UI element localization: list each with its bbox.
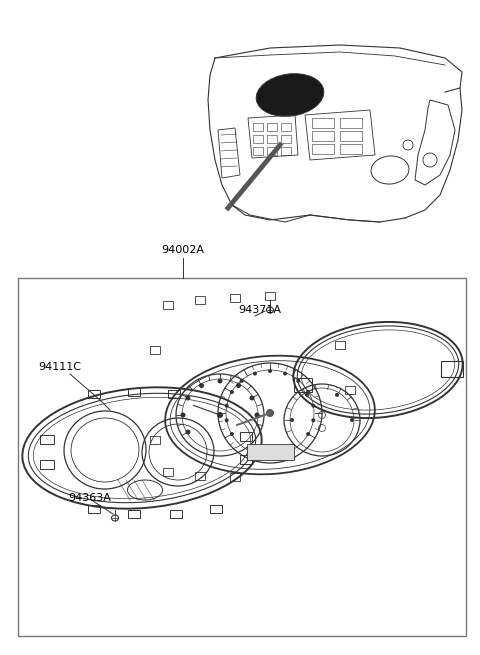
Bar bbox=[312, 131, 334, 141]
Bar bbox=[253, 123, 263, 131]
Circle shape bbox=[306, 432, 310, 436]
Text: 94363A: 94363A bbox=[68, 493, 111, 503]
Circle shape bbox=[268, 369, 272, 373]
Circle shape bbox=[250, 396, 254, 400]
Bar bbox=[195, 472, 205, 480]
Bar bbox=[267, 147, 277, 155]
Ellipse shape bbox=[256, 73, 324, 117]
Bar bbox=[340, 144, 362, 154]
Bar bbox=[230, 294, 240, 302]
Circle shape bbox=[312, 403, 315, 407]
Circle shape bbox=[266, 409, 274, 417]
Bar bbox=[345, 386, 355, 394]
Bar bbox=[312, 118, 334, 128]
Circle shape bbox=[335, 393, 339, 397]
Text: 94371A: 94371A bbox=[238, 305, 281, 315]
Bar bbox=[240, 432, 252, 441]
Circle shape bbox=[305, 393, 309, 397]
Bar bbox=[335, 341, 345, 349]
Circle shape bbox=[350, 418, 354, 422]
Circle shape bbox=[296, 379, 300, 383]
Circle shape bbox=[312, 419, 315, 422]
Bar bbox=[253, 147, 263, 155]
Circle shape bbox=[225, 419, 228, 422]
Bar bbox=[267, 135, 277, 143]
Bar bbox=[88, 505, 100, 513]
Circle shape bbox=[180, 413, 185, 417]
Bar bbox=[168, 390, 180, 398]
Bar bbox=[340, 118, 362, 128]
FancyBboxPatch shape bbox=[247, 444, 294, 460]
Circle shape bbox=[236, 383, 241, 388]
Bar bbox=[88, 390, 100, 398]
Circle shape bbox=[253, 371, 257, 375]
Bar bbox=[195, 296, 205, 304]
Bar bbox=[281, 147, 291, 155]
Circle shape bbox=[283, 371, 287, 375]
Circle shape bbox=[230, 432, 234, 436]
Bar bbox=[340, 131, 362, 141]
Bar bbox=[281, 135, 291, 143]
Bar bbox=[18, 278, 466, 636]
Bar bbox=[210, 505, 222, 513]
Circle shape bbox=[217, 379, 223, 383]
Bar bbox=[40, 460, 54, 469]
Circle shape bbox=[217, 412, 223, 418]
Bar bbox=[128, 510, 140, 518]
Bar bbox=[267, 123, 277, 131]
Circle shape bbox=[185, 430, 191, 434]
Text: 94111C: 94111C bbox=[38, 362, 81, 372]
Circle shape bbox=[240, 379, 244, 383]
Bar bbox=[163, 301, 173, 309]
Circle shape bbox=[306, 390, 310, 394]
Bar bbox=[40, 435, 54, 444]
Bar bbox=[170, 510, 182, 518]
Bar bbox=[128, 388, 140, 396]
Bar bbox=[253, 135, 263, 143]
Bar bbox=[230, 473, 240, 481]
Circle shape bbox=[290, 418, 294, 422]
Bar bbox=[281, 123, 291, 131]
Bar bbox=[240, 455, 252, 464]
Bar bbox=[312, 144, 334, 154]
Bar bbox=[150, 346, 160, 354]
Bar bbox=[150, 436, 160, 444]
Circle shape bbox=[185, 396, 191, 400]
Circle shape bbox=[225, 403, 228, 407]
Bar bbox=[163, 468, 173, 476]
Circle shape bbox=[199, 383, 204, 388]
Circle shape bbox=[230, 390, 234, 394]
Circle shape bbox=[254, 413, 260, 417]
Bar bbox=[265, 292, 275, 300]
Text: 94002A: 94002A bbox=[161, 245, 204, 255]
